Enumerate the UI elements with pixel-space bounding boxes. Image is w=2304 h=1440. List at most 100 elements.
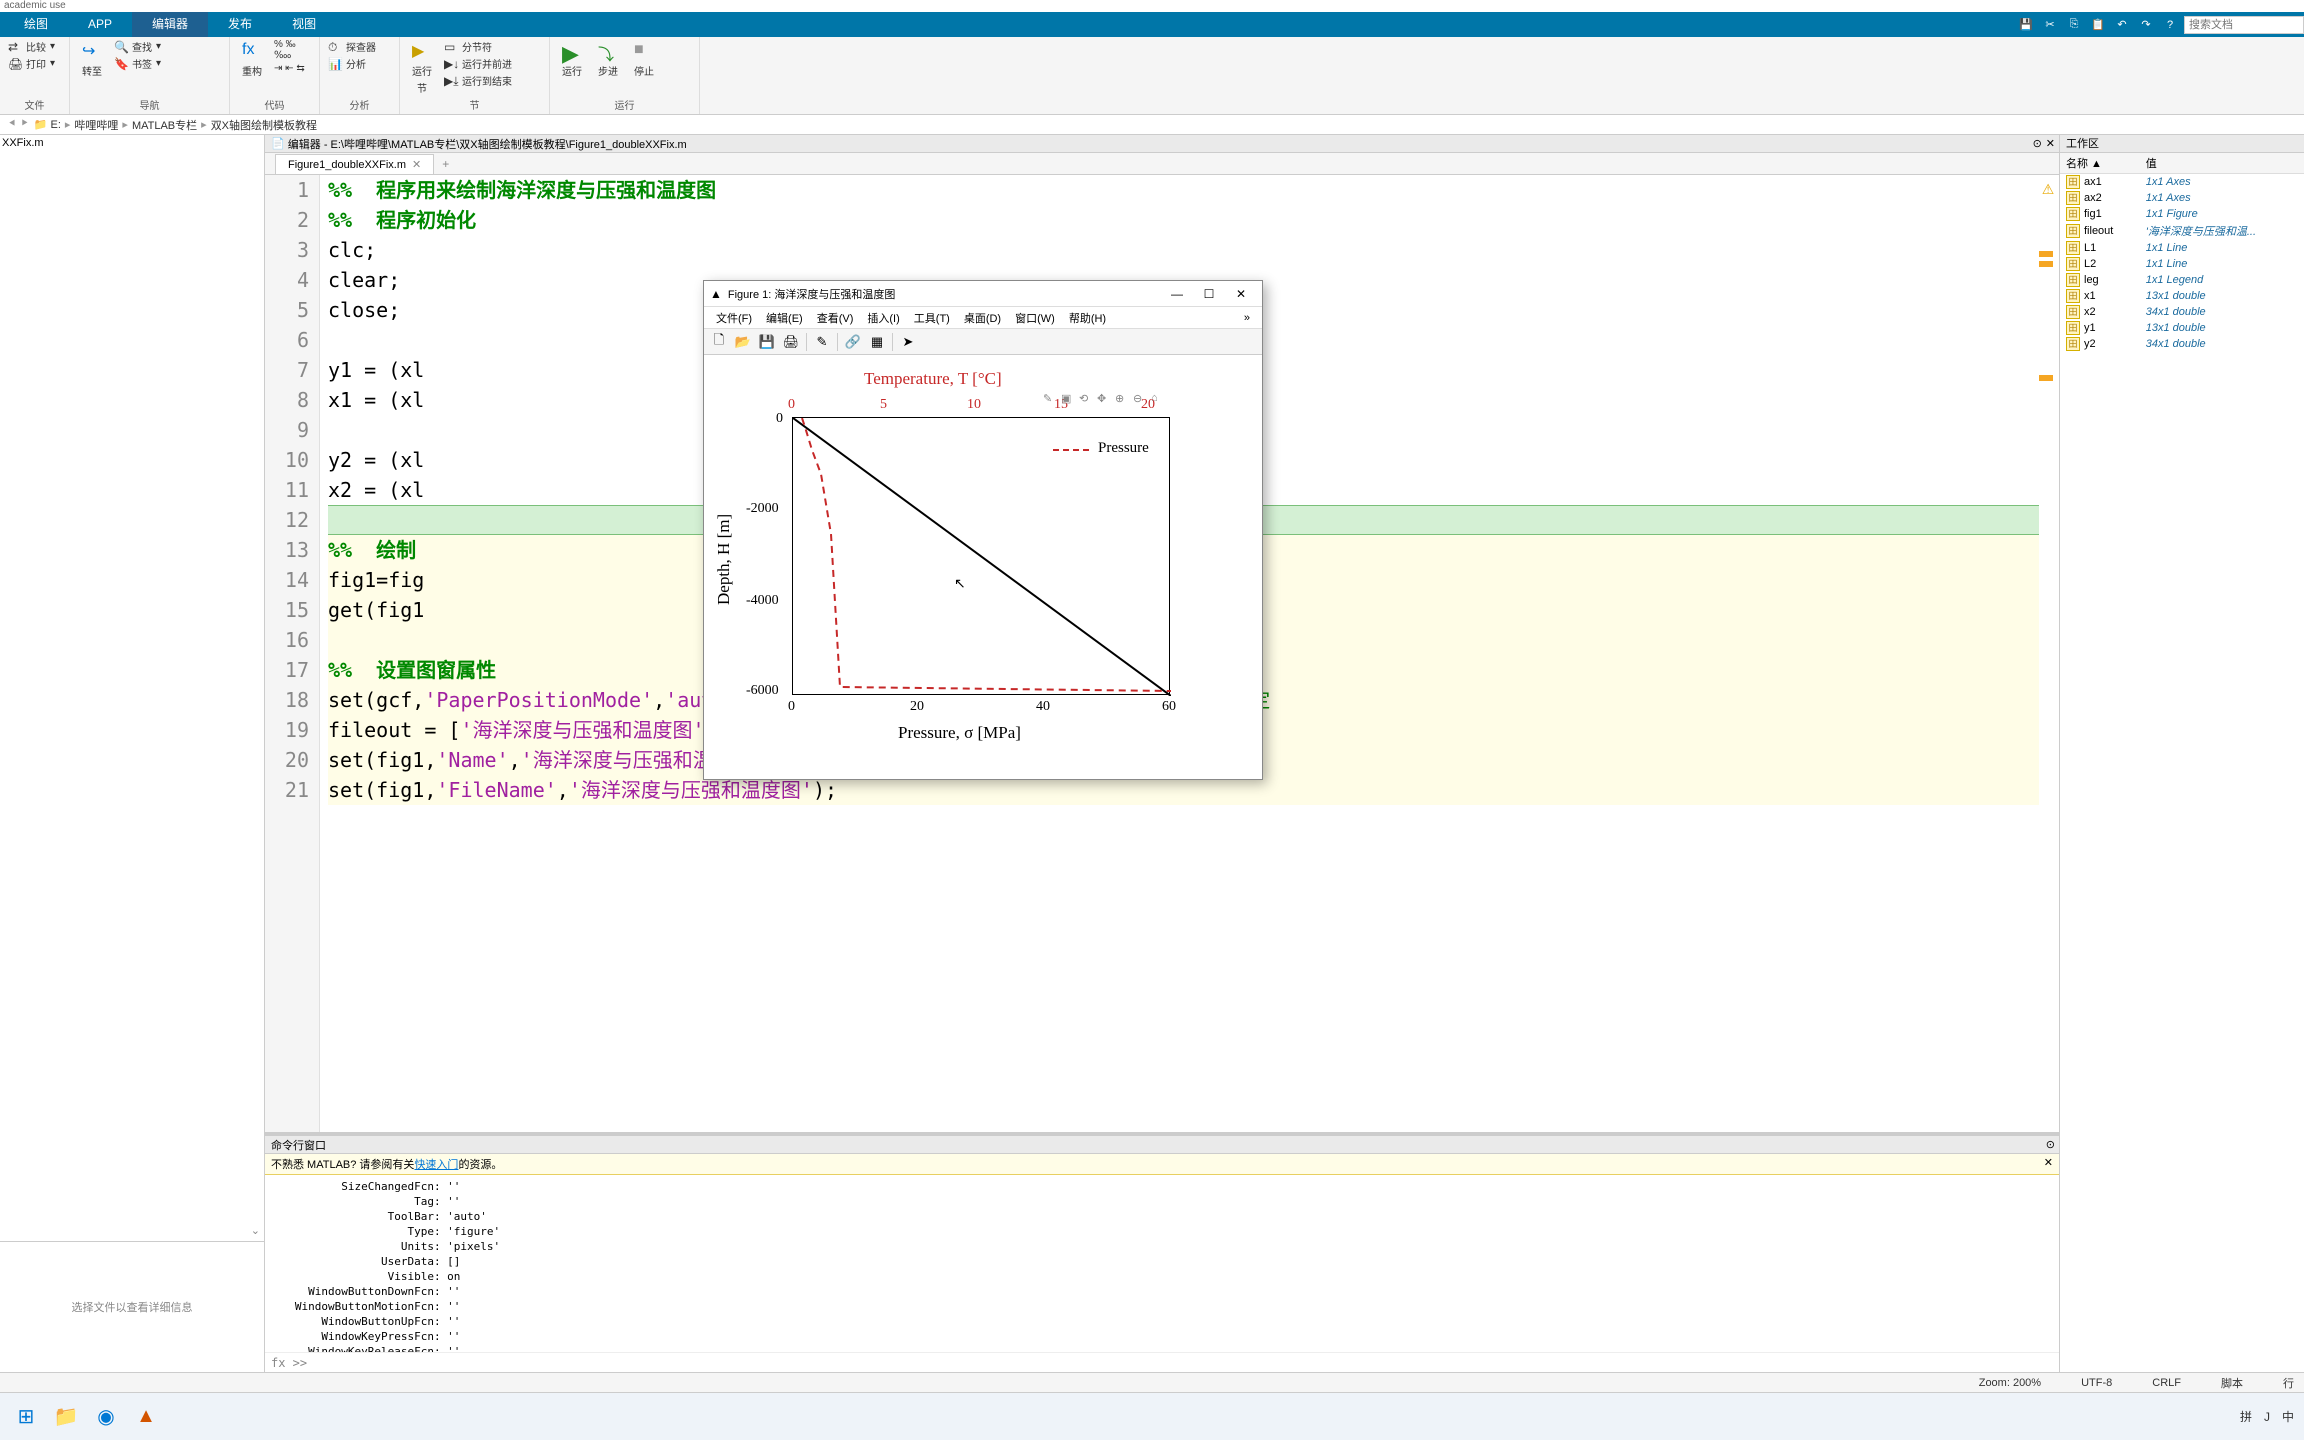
cmd-prompt[interactable]: fx >> (265, 1352, 2059, 1372)
warning-marker[interactable] (2039, 375, 2053, 381)
run-button[interactable]: ▶运行 (558, 39, 586, 80)
workspace-row[interactable]: 田L21x1 Line (2060, 256, 2304, 272)
menu-file[interactable]: 文件(F) (710, 310, 758, 326)
addr-drive[interactable]: E: (50, 119, 60, 131)
workspace-row[interactable]: 田ax21x1 Axes (2060, 190, 2304, 206)
file-entry[interactable]: XXFix.m (2, 137, 44, 149)
edge-icon[interactable]: ◉ (88, 1399, 124, 1435)
ime-zh[interactable]: 中 (2282, 1408, 2294, 1425)
workspace-row[interactable]: 田fig11x1 Figure (2060, 206, 2304, 222)
undo-icon[interactable]: ↶ (2112, 15, 2132, 35)
zoomin-icon[interactable]: ⊕ (1115, 392, 1131, 408)
editor-tab-active[interactable]: Figure1_doubleXXFix.m ✕ (275, 154, 434, 174)
cut-icon[interactable]: ✂ (2040, 15, 2060, 35)
refactor-button[interactable]: fx重构 (238, 39, 266, 80)
tab-close-icon[interactable]: ✕ (412, 158, 421, 171)
run-advance-button[interactable]: ▶↓运行并前进 (444, 56, 512, 71)
menu-help[interactable]: 帮助(H) (1063, 310, 1112, 326)
help-icon[interactable]: ? (2160, 15, 2180, 35)
open-icon[interactable]: 📂 (732, 331, 754, 353)
copy-icon[interactable]: ⎘ (2064, 15, 2084, 35)
link-icon[interactable]: 🔗 (842, 331, 864, 353)
step-button[interactable]: ⤵步进 (594, 39, 622, 80)
ws-col-value[interactable]: 值 (2140, 153, 2304, 174)
find-button[interactable]: 🔍查找 ▾ (114, 39, 161, 54)
section-break-button[interactable]: ▭分节符 (444, 39, 512, 54)
rotate-icon[interactable]: ⟲ (1079, 392, 1095, 408)
stop-button[interactable]: ■停止 (630, 39, 658, 80)
brush-icon[interactable]: ✎ (1043, 392, 1059, 408)
colorbar-icon[interactable]: ▦ (866, 331, 888, 353)
explorer-icon[interactable]: 📁 (48, 1399, 84, 1435)
dropdown-icon[interactable]: ⌄ (251, 1224, 260, 1237)
compare-button[interactable]: ⇄比较 ▾ (8, 39, 55, 54)
quickstart-link[interactable]: 快速入门 (414, 1159, 458, 1171)
workspace-row[interactable]: 田y234x1 double (2060, 336, 2304, 352)
menu-tools[interactable]: 工具(T) (908, 310, 956, 326)
run-section-button[interactable]: ▶运行节 (408, 39, 436, 97)
menu-edit[interactable]: 编辑(E) (760, 310, 809, 326)
bookmark-button[interactable]: 🔖书签 ▾ (114, 56, 161, 71)
start-button[interactable]: ⊞ (8, 1399, 44, 1435)
pan-icon[interactable]: ✥ (1097, 392, 1113, 408)
file-list[interactable]: XXFix.m ⌄ (0, 135, 264, 1242)
save-figure-icon[interactable]: 💾 (756, 331, 778, 353)
banner-close-icon[interactable]: ✕ (2044, 1156, 2053, 1169)
ws-col-name[interactable]: 名称 ▲ (2060, 153, 2140, 174)
close-icon[interactable]: ✕ (1226, 287, 1256, 301)
cmd-dropdown-icon[interactable]: ⊙ (2046, 1138, 2055, 1151)
figure-titlebar[interactable]: ▲ Figure 1: 海洋深度与压强和温度图 — ☐ ✕ (704, 281, 1262, 307)
tab-app[interactable]: APP (68, 12, 132, 37)
workspace-row[interactable]: 田x113x1 double (2060, 288, 2304, 304)
indent-icon[interactable]: ⇥ ⇤ ⇆ (274, 63, 311, 74)
search-docs-input[interactable] (2184, 16, 2304, 34)
datatip-icon[interactable]: ▣ (1061, 392, 1077, 408)
zoomout-icon[interactable]: ⊖ (1133, 392, 1149, 408)
run-to-end-button[interactable]: ▶⤓运行到结束 (444, 73, 512, 88)
menu-desktop[interactable]: 桌面(D) (958, 310, 1007, 326)
tab-add-button[interactable]: + (434, 154, 457, 174)
figure-canvas[interactable]: Temperature, T [°C] 0 5 10 15 20 0 -2000… (704, 355, 1262, 779)
tab-publish[interactable]: 发布 (208, 12, 272, 37)
menu-overflow-icon[interactable]: » (1238, 312, 1256, 324)
maximize-icon[interactable]: ☐ (1194, 287, 1224, 301)
cmd-output[interactable]: SizeChangedFcn: '' Tag: '' ToolBar: 'aut… (265, 1175, 2059, 1352)
plot-axes[interactable]: ✎ ▣ ⟲ ✥ ⊕ ⊖ ⌂ Pressure (792, 417, 1170, 695)
editor-close-icon[interactable]: ✕ (2046, 137, 2055, 150)
paste-icon[interactable]: 📋 (2088, 15, 2108, 35)
tab-editor[interactable]: 编辑器 (132, 12, 208, 37)
editor-dropdown-icon[interactable]: ⊙ (2033, 137, 2042, 150)
matlab-icon[interactable]: ▲ (128, 1399, 164, 1435)
edit-plot-icon[interactable]: ✎ (811, 331, 833, 353)
workspace-row[interactable]: 田ax11x1 Axes (2060, 174, 2304, 191)
addr-seg-1[interactable]: 哔哩哔哩 (74, 117, 118, 133)
workspace-row[interactable]: 田x234x1 double (2060, 304, 2304, 320)
ime-j[interactable]: J (2264, 1410, 2270, 1424)
warning-icon[interactable]: ⚠ (2039, 181, 2057, 199)
pointer-icon[interactable]: ➤ (897, 331, 919, 353)
workspace-row[interactable]: 田fileout'海洋深度与压强和温... (2060, 222, 2304, 240)
status-zoom[interactable]: Zoom: 200% (1979, 1377, 2041, 1389)
figure-window[interactable]: ▲ Figure 1: 海洋深度与压强和温度图 — ☐ ✕ 文件(F) 编辑(E… (703, 280, 1263, 780)
minimize-icon[interactable]: — (1162, 287, 1192, 301)
redo-icon[interactable]: ↷ (2136, 15, 2156, 35)
menu-insert[interactable]: 插入(I) (861, 310, 905, 326)
warning-marker[interactable] (2039, 261, 2053, 267)
menu-view[interactable]: 查看(V) (811, 310, 860, 326)
workspace-row[interactable]: 田y113x1 double (2060, 320, 2304, 336)
ime-pin[interactable]: 拼 (2240, 1408, 2252, 1425)
new-figure-icon[interactable]: 🗋 (708, 331, 730, 353)
print-figure-icon[interactable]: 🖨 (780, 331, 802, 353)
warning-marker[interactable] (2039, 251, 2053, 257)
save-icon[interactable]: 💾 (2016, 15, 2036, 35)
workspace-row[interactable]: 田leg1x1 Legend (2060, 272, 2304, 288)
profiler-button[interactable]: ⏱探查器 (328, 39, 376, 54)
addr-seg-3[interactable]: 双X轴图绘制模板教程 (211, 117, 317, 133)
workspace-row[interactable]: 田L11x1 Line (2060, 240, 2304, 256)
home-icon[interactable]: ⌂ (1151, 392, 1167, 408)
addr-back-icon[interactable]: ⯇ ⯈ (6, 118, 31, 131)
tab-plot[interactable]: 绘图 (4, 12, 68, 37)
menu-window[interactable]: 窗口(W) (1009, 310, 1061, 326)
comment-icon[interactable]: % ‰ ‱ (274, 39, 311, 61)
tab-view[interactable]: 视图 (272, 12, 336, 37)
